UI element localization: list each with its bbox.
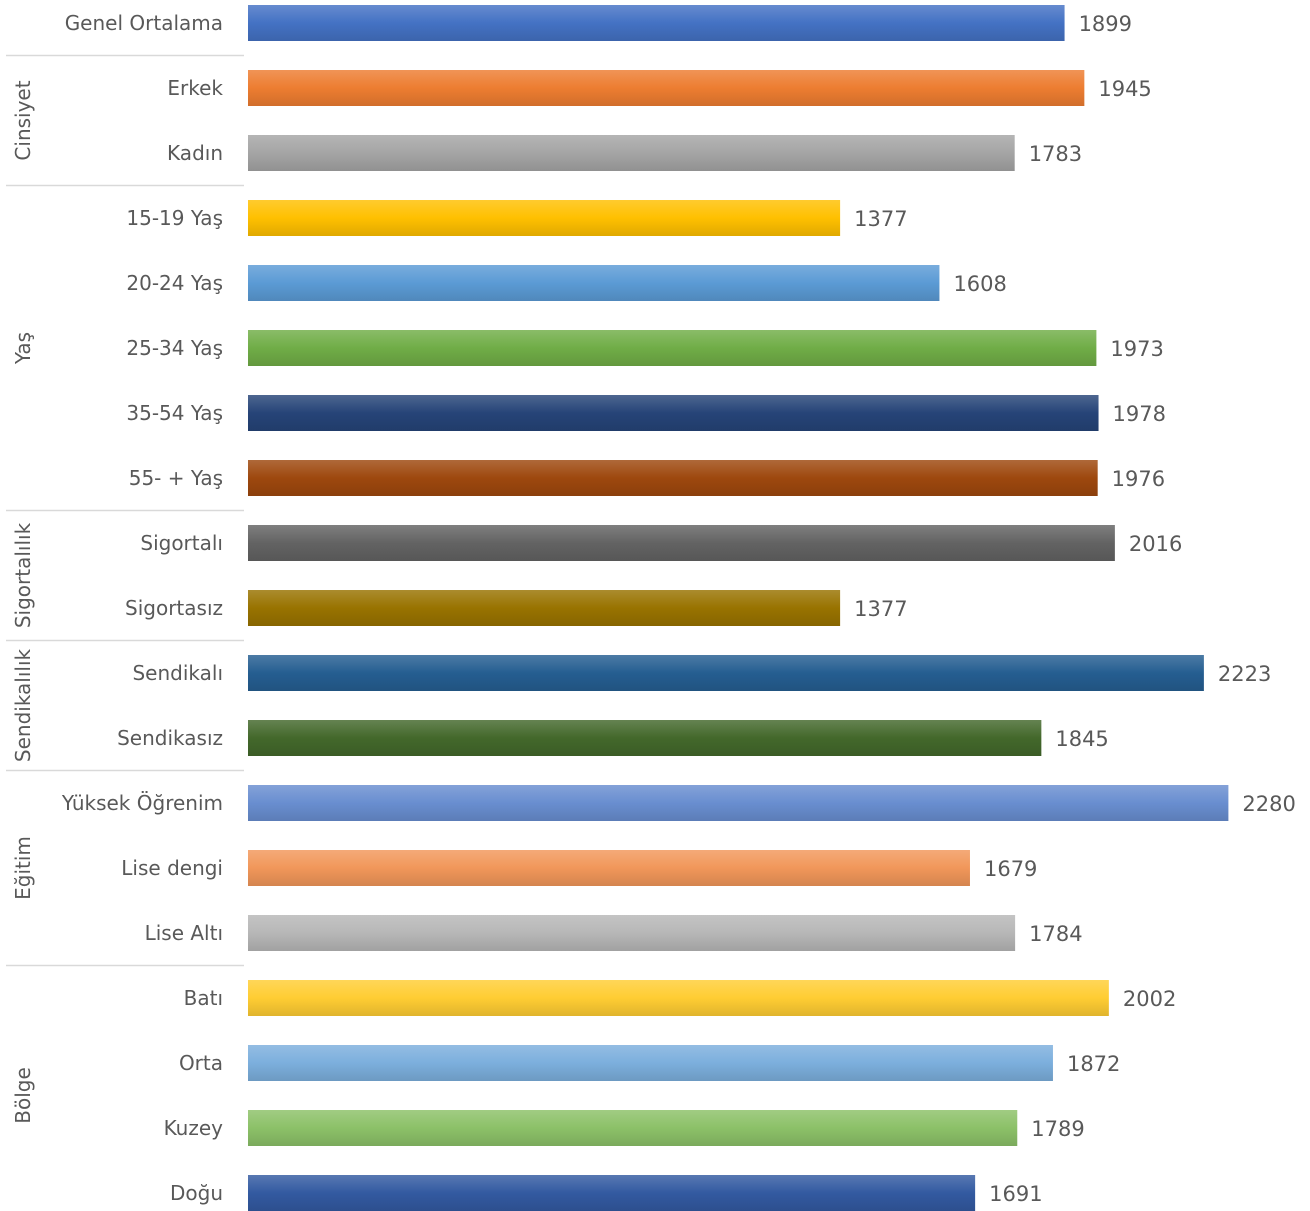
bar-25-34-yas: [248, 330, 1097, 366]
category-label: Erkek: [167, 76, 223, 100]
category-label: Lise dengi: [121, 856, 223, 880]
category-label: 15-19 Yaş: [126, 206, 223, 230]
value-label: 1691: [989, 1182, 1042, 1206]
category-label: 20-24 Yaş: [126, 271, 223, 295]
value-label: 1377: [854, 597, 907, 621]
bar-sigortasiz: [248, 590, 841, 626]
value-label: 1945: [1098, 77, 1151, 101]
category-label: Sigortasız: [125, 596, 223, 620]
labels-layer: Genel Ortalama 1899 Erkek 1945 Kadın 1783 Cins…: [11, 11, 1296, 1206]
value-label: 1608: [953, 272, 1006, 296]
bar-sigortali: [248, 525, 1115, 561]
group-label-egitim: Eğitim: [11, 836, 35, 900]
value-label: 1789: [1031, 1117, 1084, 1141]
group-label-bolge: Bölge: [11, 1067, 35, 1124]
bar-kuzey: [248, 1110, 1018, 1146]
category-label: Kuzey: [164, 1116, 224, 1140]
value-label: 1976: [1112, 467, 1165, 491]
category-label: Sendikalı: [132, 661, 223, 685]
group-label-yas: Yaş: [11, 332, 35, 365]
bar-20-24-yas: [248, 265, 940, 301]
bar-lise-dengi: [248, 850, 970, 886]
bar-kadin: [248, 135, 1015, 171]
value-label: 1679: [984, 857, 1037, 881]
group-label-sendikalilik: Sendikalılık: [11, 648, 35, 762]
value-label: 1377: [854, 207, 907, 231]
category-label: 35-54 Yaş: [126, 401, 223, 425]
bar-erkek: [248, 70, 1085, 106]
category-label: Doğu: [170, 1181, 223, 1205]
bars-layer: [248, 5, 1229, 1211]
category-label: Yüksek Öğrenim: [61, 791, 223, 815]
value-label: 1845: [1055, 727, 1108, 751]
value-label: 2002: [1123, 987, 1176, 1011]
category-label: Genel Ortalama: [65, 11, 223, 35]
value-label: 1973: [1110, 337, 1163, 361]
category-label: Kadın: [167, 141, 223, 165]
value-label: 2016: [1129, 532, 1182, 556]
bar-sendikali: [248, 655, 1204, 691]
bar-55-yas: [248, 460, 1098, 496]
value-label: 1872: [1067, 1052, 1120, 1076]
category-label: Batı: [184, 986, 223, 1010]
category-label: Sendikasız: [117, 726, 223, 750]
value-label: 1783: [1029, 142, 1082, 166]
bar-dogu: [248, 1175, 976, 1211]
bar-bati: [248, 980, 1109, 1016]
value-label: 1978: [1113, 402, 1166, 426]
bar-genel-ortalama: [248, 5, 1065, 41]
bar-lise-alti: [248, 915, 1016, 951]
category-label: 25-34 Yaş: [126, 336, 223, 360]
bar-sendikasiz: [248, 720, 1042, 756]
category-label: 55- + Yaş: [129, 466, 223, 490]
bar-orta: [248, 1045, 1053, 1081]
group-label-sigortalilik: Sigortalılık: [11, 522, 35, 628]
value-label: 1784: [1029, 922, 1082, 946]
bar-15-19-yas: [248, 200, 841, 236]
value-label: 2223: [1218, 662, 1271, 686]
separator-layer: [6, 54, 244, 967]
group-label-cinsiyet: Cinsiyet: [11, 80, 35, 160]
category-label: Lise Altı: [145, 921, 223, 945]
value-label: 1899: [1079, 12, 1132, 36]
category-label: Sigortalı: [140, 531, 223, 555]
value-label: 2280: [1242, 792, 1295, 816]
bar-35-54-yas: [248, 395, 1099, 431]
category-label: Orta: [179, 1051, 223, 1075]
bar-yuksek-ogrenim: [248, 785, 1229, 821]
